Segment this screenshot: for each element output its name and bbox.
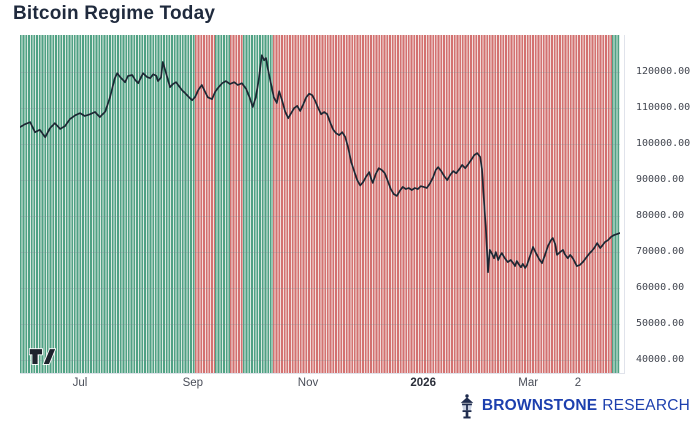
y-axis-tick-label: 120000.00: [636, 66, 691, 78]
brownstone-lamppost-icon: [460, 393, 474, 418]
y-gridline: [20, 216, 620, 218]
x-axis-tick-label: 2026: [410, 377, 436, 389]
y-gridline: [20, 324, 620, 325]
y-gridline: [20, 144, 620, 146]
regime-band-bull: [215, 35, 230, 373]
time-axis: Jul Sep Nov 2026 Mar 2: [0, 377, 700, 393]
y-gridline: [20, 288, 620, 290]
y-axis-tick-label: 40000.00: [636, 354, 685, 365]
x-axis-tick-label: Sep: [182, 377, 204, 389]
chart-plot-area[interactable]: [20, 35, 620, 373]
y-gridline: [20, 360, 620, 361]
x-axis-tick-label: Mar: [518, 377, 539, 389]
brownstone-research-logo: BROWNSTONE RESEARCH: [458, 393, 690, 419]
y-gridline: [20, 108, 620, 110]
regime-band-bull: [243, 35, 274, 373]
y-axis-tick-label: 100000.00: [636, 138, 691, 150]
price-axis: 120000.00 110000.00 100000.00 90000.00 80000…: [636, 0, 700, 425]
y-axis-tick-label: 110000.00: [636, 102, 691, 114]
brand-name-bold: BROWNSTONE: [481, 397, 598, 414]
tradingview-logo-icon[interactable]: [28, 347, 57, 366]
y-axis-tick-label: 60000.00: [636, 282, 685, 294]
x-axis-tick-label: Nov: [297, 377, 319, 389]
regime-band-bear: [195, 35, 215, 373]
time-axis-line: [20, 373, 625, 374]
y-axis-tick-label: 50000.00: [636, 318, 685, 329]
brand-name-regular: RESEARCH: [602, 397, 690, 414]
y-gridline: [20, 180, 620, 182]
y-axis-tick-label: 70000.00: [636, 246, 685, 258]
price-line-series: [20, 54, 620, 274]
page-title: Bitcoin Regime Today: [13, 3, 216, 24]
price-axis-line: [624, 35, 625, 374]
y-axis-tick-label: 80000.00: [636, 210, 685, 222]
y-axis-tick-label: 90000.00: [636, 174, 685, 186]
x-axis-tick-label: 2: [574, 377, 582, 389]
regime-band-bear: [273, 35, 613, 373]
regime-band-bull: [612, 35, 620, 373]
x-axis-tick-label: Jul: [72, 377, 88, 389]
y-gridline: [20, 252, 620, 254]
regime-band-bull: [20, 35, 196, 373]
regime-band-bear: [230, 35, 244, 373]
y-gridline: [20, 72, 620, 74]
